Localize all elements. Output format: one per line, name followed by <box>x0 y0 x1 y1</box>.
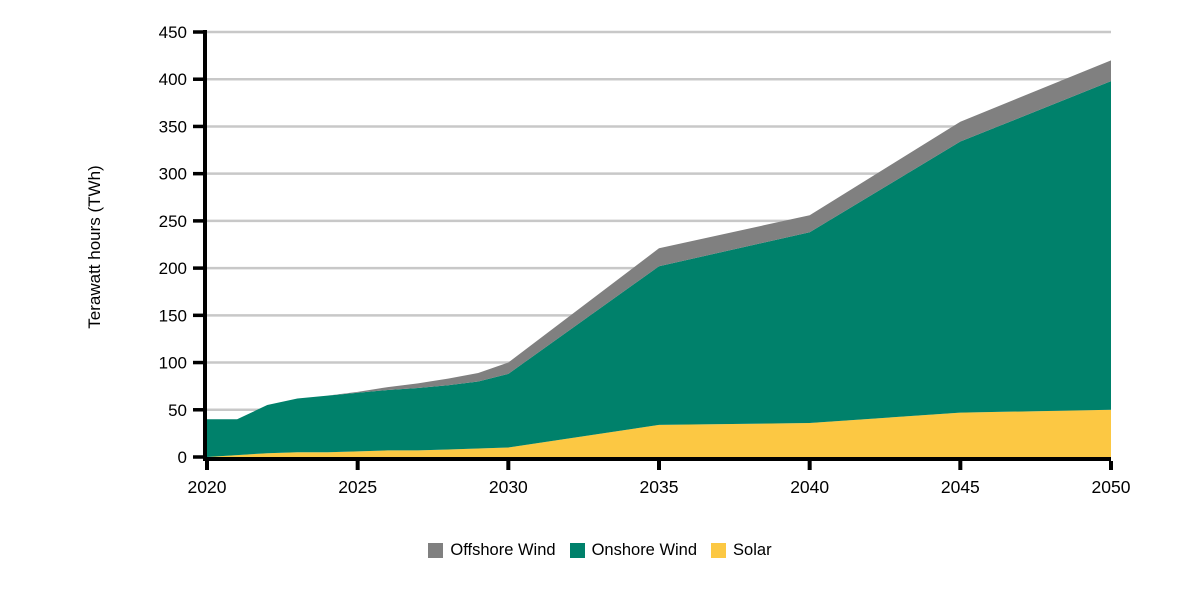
x-tick-label-2040: 2040 <box>790 477 829 497</box>
x-tick-label-2050: 2050 <box>1092 477 1131 497</box>
y-tick-350 <box>193 124 203 129</box>
x-tick-label-2045: 2045 <box>941 477 980 497</box>
y-tick-200 <box>193 266 203 270</box>
y-tick-label-150: 150 <box>159 306 187 325</box>
y-tick-label-300: 300 <box>159 165 187 184</box>
y-tick-label-450: 450 <box>159 23 187 42</box>
y-tick-label-100: 100 <box>159 354 187 373</box>
y-tick-150 <box>193 313 203 318</box>
area-solar <box>207 409 1111 457</box>
legend-item-offshore-wind: Offshore Wind <box>428 541 556 560</box>
x-tick-label-2030: 2030 <box>489 477 528 497</box>
y-tick-label-0: 0 <box>178 448 187 467</box>
x-tick-2035 <box>657 461 661 470</box>
onshore-wind-swatch-icon <box>569 543 585 558</box>
legend-label-offshore-wind: Offshore Wind <box>450 541 556 559</box>
x-tick-2020 <box>205 461 209 470</box>
y-axis-line <box>203 30 207 461</box>
y-tick-400 <box>193 77 203 81</box>
y-tick-label-250: 250 <box>159 212 187 231</box>
y-tick-300 <box>193 171 203 176</box>
y-tick-100 <box>193 360 203 365</box>
x-tick-2045 <box>958 461 963 470</box>
x-tick-label-2025: 2025 <box>338 477 377 497</box>
y-axis-title: Terawatt hours (TWh) <box>85 165 104 329</box>
x-tick-2040 <box>807 461 812 470</box>
x-tick-2050 <box>1109 461 1113 470</box>
y-tick-label-200: 200 <box>159 259 187 278</box>
y-tick-0 <box>193 455 203 459</box>
x-tick-2025 <box>355 461 360 470</box>
x-axis-line <box>203 457 1111 461</box>
solar-swatch-icon <box>711 543 727 558</box>
y-tick-450 <box>193 30 203 34</box>
y-tick-label-400: 400 <box>159 70 187 89</box>
legend-label-onshore-wind: Onshore Wind <box>591 541 698 559</box>
offshore-wind-swatch-icon <box>428 543 444 558</box>
area-onshore-wind <box>207 81 1111 457</box>
legend-item-onshore-wind: Onshore Wind <box>569 541 698 560</box>
x-tick-label-2035: 2035 <box>640 477 679 497</box>
x-tick-label-2020: 2020 <box>188 477 227 497</box>
y-tick-50 <box>193 408 203 412</box>
x-tick-2030 <box>506 461 511 470</box>
y-tick-label-50: 50 <box>168 401 187 420</box>
y-tick-label-350: 350 <box>159 117 187 136</box>
legend-label-solar: Solar <box>733 541 772 559</box>
y-tick-250 <box>193 219 203 223</box>
legend: Offshore Wind Onshore Wind Solar <box>0 541 1200 560</box>
legend-item-solar: Solar <box>711 541 772 560</box>
